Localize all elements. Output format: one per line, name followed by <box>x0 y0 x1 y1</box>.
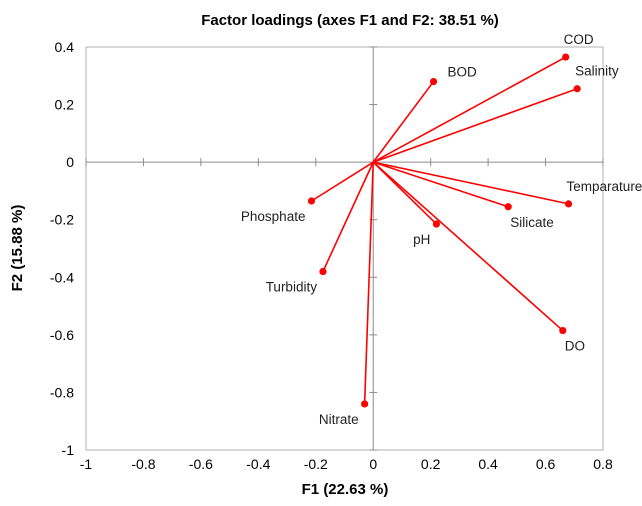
tick-labels: -1 -0.8 -0.6 -0.4 -0.2 0 0.2 0.4 0.6 0.8 -1 -0.8 -0.… <box>50 39 613 472</box>
axes-layer <box>85 46 604 451</box>
point-do <box>559 326 567 335</box>
x-tick-label: -0.2 <box>304 456 328 472</box>
y-tick-label: -0.8 <box>50 384 74 400</box>
x-tick-label: 0.2 <box>421 456 441 472</box>
point-silicate <box>504 203 512 211</box>
label-salinity: Salinity <box>575 64 619 79</box>
y-tick-label: 0.2 <box>55 97 75 113</box>
point-ph <box>432 220 441 228</box>
vector-temparature <box>373 161 569 205</box>
y-tick-label: 0 <box>66 154 74 170</box>
label-phosphate: Phosphate <box>241 209 306 224</box>
x-tick-label: -0.4 <box>246 456 270 472</box>
loading-vectors <box>311 56 578 404</box>
label-do: DO <box>565 339 585 354</box>
label-ph: pH <box>413 232 430 247</box>
x-tick-label: -0.8 <box>131 456 155 472</box>
y-axis-title: F2 (15.88 %) <box>9 205 26 292</box>
label-bod: BOD <box>448 65 478 80</box>
y-tick-label: -0.2 <box>50 212 74 228</box>
x-tick-label: -1 <box>80 456 93 472</box>
vector-salinity <box>372 87 578 163</box>
x-tick-label: -0.6 <box>189 456 213 472</box>
x-tick-label: 0 <box>369 456 377 472</box>
vector-bod <box>372 81 435 163</box>
point-cod <box>562 53 570 61</box>
point-bod <box>429 77 438 86</box>
label-nitrate: Nitrate <box>319 412 359 427</box>
loading-points <box>307 53 581 408</box>
chart-title: Factor loadings (axes F1 and F2: 38.51 %… <box>201 12 499 29</box>
label-cod: COD <box>564 32 594 47</box>
point-nitrate <box>361 400 369 408</box>
point-turbidity <box>319 267 327 276</box>
x-tick-label: 0.6 <box>536 456 556 472</box>
y-tick-label: -0.4 <box>50 269 74 285</box>
label-turbidity: Turbidity <box>266 280 318 295</box>
y-tick-label: -0.6 <box>50 327 74 343</box>
vector-cod <box>372 56 567 163</box>
vector-phosphate <box>311 161 374 202</box>
plot-area <box>85 46 604 451</box>
vector-silicate <box>372 161 509 208</box>
vector-turbidity <box>322 161 374 272</box>
y-tick-label: -1 <box>62 442 75 458</box>
point-temparature <box>564 200 573 208</box>
x-tick-label: 0.8 <box>593 456 613 472</box>
label-temparature: Temparature <box>567 179 642 194</box>
label-silicate: Silicate <box>510 215 554 230</box>
x-axis-title: F1 (22.63 %) <box>302 481 389 498</box>
y-tick-label: 0.4 <box>55 39 75 55</box>
point-labels: COD Salinity BOD Temparature Silicate pH DO Pho… <box>241 32 642 427</box>
vector-nitrate <box>363 162 375 404</box>
point-salinity <box>573 85 581 93</box>
vector-do <box>372 161 564 332</box>
x-tick-label: 0.4 <box>478 456 498 472</box>
point-phosphate <box>307 197 316 205</box>
